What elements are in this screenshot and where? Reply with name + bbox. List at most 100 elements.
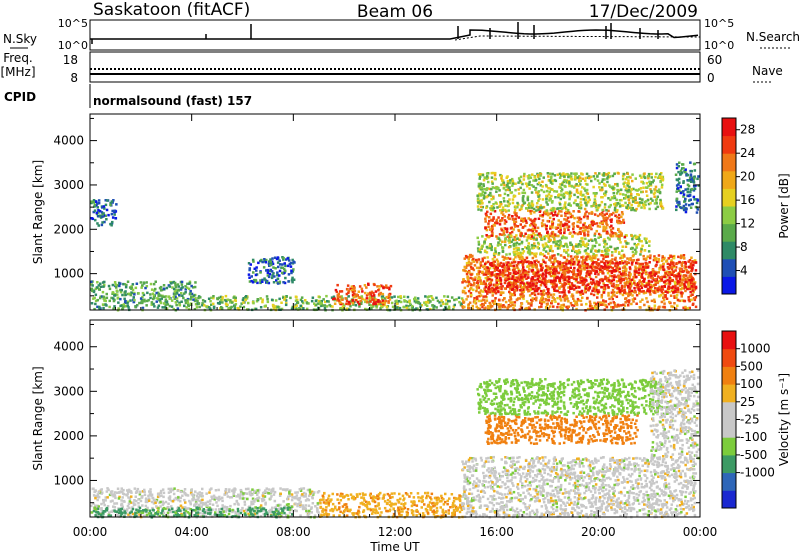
heatmap-cell-4 [533, 282, 537, 285]
heatmap-cell-7 [622, 218, 625, 222]
heatmap-cell-4 [473, 301, 476, 304]
heatmap-cell-5 [663, 285, 666, 288]
heatmap-cell-3 [248, 280, 252, 283]
heatmap-cell-9 [92, 201, 95, 204]
heatmap-cell-1 [305, 307, 309, 311]
heatmap-cell-8 [600, 200, 604, 204]
heatmap-cell-5 [535, 272, 538, 275]
heatmap-cell-7 [577, 218, 581, 221]
heatmap-cell-4 [471, 254, 474, 258]
heatmap-cell-4 [549, 293, 553, 297]
heatmap-cell-8 [479, 182, 482, 186]
heatmap-cell-8 [602, 174, 605, 177]
heatmap-cell-4 [517, 275, 521, 278]
heatmap-cell-4 [628, 271, 631, 274]
heatmap-cell-0 [94, 299, 98, 303]
heatmap-cell-8 [482, 178, 486, 182]
heatmap-cell-4 [637, 273, 641, 276]
heatmap-cell-4 [509, 277, 512, 280]
heatmap-cell-7 [616, 220, 619, 224]
heatmap-cell-5 [624, 260, 627, 263]
heatmap-cell-4 [522, 272, 525, 276]
heatmap-cell-1 [278, 297, 281, 301]
heatmap-cell-7 [565, 219, 568, 222]
heatmap-cell-4 [545, 256, 548, 259]
heatmap-cell-4 [479, 303, 483, 307]
heatmap-cell-6 [577, 242, 581, 246]
heatmap-cell-7 [500, 219, 504, 222]
heatmap-cell-8 [549, 208, 553, 212]
heatmap-cell-4 [617, 284, 620, 287]
heatmap-cell-3 [253, 267, 256, 270]
heatmap-cell-1 [368, 303, 371, 306]
heatmap-cell-0 [113, 294, 117, 297]
heatmap-cell-4 [665, 297, 669, 300]
heatmap-cell-10 [693, 162, 697, 166]
heatmap-cell-1 [272, 305, 275, 308]
heatmap-cell-5 [635, 270, 638, 273]
heatmap-cell-1 [379, 307, 382, 310]
heatmap-cell-1 [203, 300, 207, 303]
heatmap-cell-1 [403, 295, 406, 298]
heatmap-cell-8 [481, 201, 484, 205]
heatmap-cell-8 [604, 190, 608, 193]
heatmap-cell-6 [648, 240, 651, 243]
heatmap-cell-1 [445, 299, 448, 302]
heatmap-cell-4 [693, 259, 696, 263]
heatmap-cell-2 [336, 299, 339, 302]
heatmap-cell-6 [547, 252, 550, 255]
heatmap-cell-4 [577, 299, 580, 302]
heatmap-cell-6 [551, 249, 554, 253]
heatmap-cell-2 [372, 299, 376, 302]
heatmap-cell-5 [498, 273, 501, 276]
heatmap-cell-0 [119, 297, 122, 301]
heatmap-cell-4 [481, 257, 484, 260]
nsearch-label: N.Search [746, 30, 800, 44]
heatmap-cell-4 [475, 287, 479, 290]
heatmap-cell-5 [575, 278, 578, 281]
heatmap-cell-8 [558, 201, 561, 205]
heatmap-cell-4 [540, 302, 543, 306]
heatmap-cell-0 [165, 301, 168, 304]
heatmap-cell-10 [681, 163, 685, 166]
heatmap-cell-5 [553, 289, 557, 292]
heatmap-cell-5 [662, 268, 666, 272]
heatmap-cell-8 [528, 174, 531, 177]
heatmap-cell-4 [590, 292, 593, 296]
heatmap-cell-7 [583, 222, 586, 225]
heatmap-cell-4 [492, 262, 495, 265]
heatmap-cell-8 [490, 197, 493, 201]
heatmap-cell-4 [632, 259, 636, 262]
heatmap-cell-4 [491, 299, 494, 303]
heatmap-cell-1 [295, 304, 298, 307]
heatmap-cell-5 [668, 282, 671, 285]
heatmap-cell-5 [514, 272, 517, 275]
heatmap-cell-6 [586, 242, 589, 245]
heatmap-cell-4 [570, 282, 574, 285]
heatmap-cell-5 [567, 275, 571, 279]
heatmap-cell-2 [347, 291, 350, 295]
heatmap-cell-7 [502, 230, 505, 233]
heatmap-cell-8 [484, 176, 487, 180]
heatmap-cell-7 [602, 229, 605, 233]
heatmap-cell-8 [640, 180, 643, 184]
heatmap-cell-7 [608, 213, 612, 216]
heatmap-cell-5 [492, 288, 496, 291]
heatmap-cell-9 [101, 206, 104, 209]
heatmap-cell-5 [509, 272, 512, 275]
heatmap-cell-5 [624, 273, 628, 277]
heatmap-cell-8 [574, 199, 577, 202]
heatmap-cell-7 [568, 211, 571, 214]
heatmap-cell-5 [676, 288, 680, 291]
heatmap-cell-8 [634, 201, 637, 204]
heatmap-cell-8 [658, 175, 662, 178]
heatmap-cell-3 [286, 257, 289, 260]
heatmap-cell-6 [591, 247, 594, 250]
heatmap-cell-1 [307, 302, 310, 305]
heatmap-cell-8 [551, 200, 554, 203]
heatmap-cell-8 [652, 192, 656, 196]
heatmap-cell-10 [689, 190, 692, 194]
heatmap-cell-8 [658, 191, 662, 195]
heatmap-cell-6 [562, 245, 565, 248]
heatmap-cell-5 [551, 280, 555, 283]
